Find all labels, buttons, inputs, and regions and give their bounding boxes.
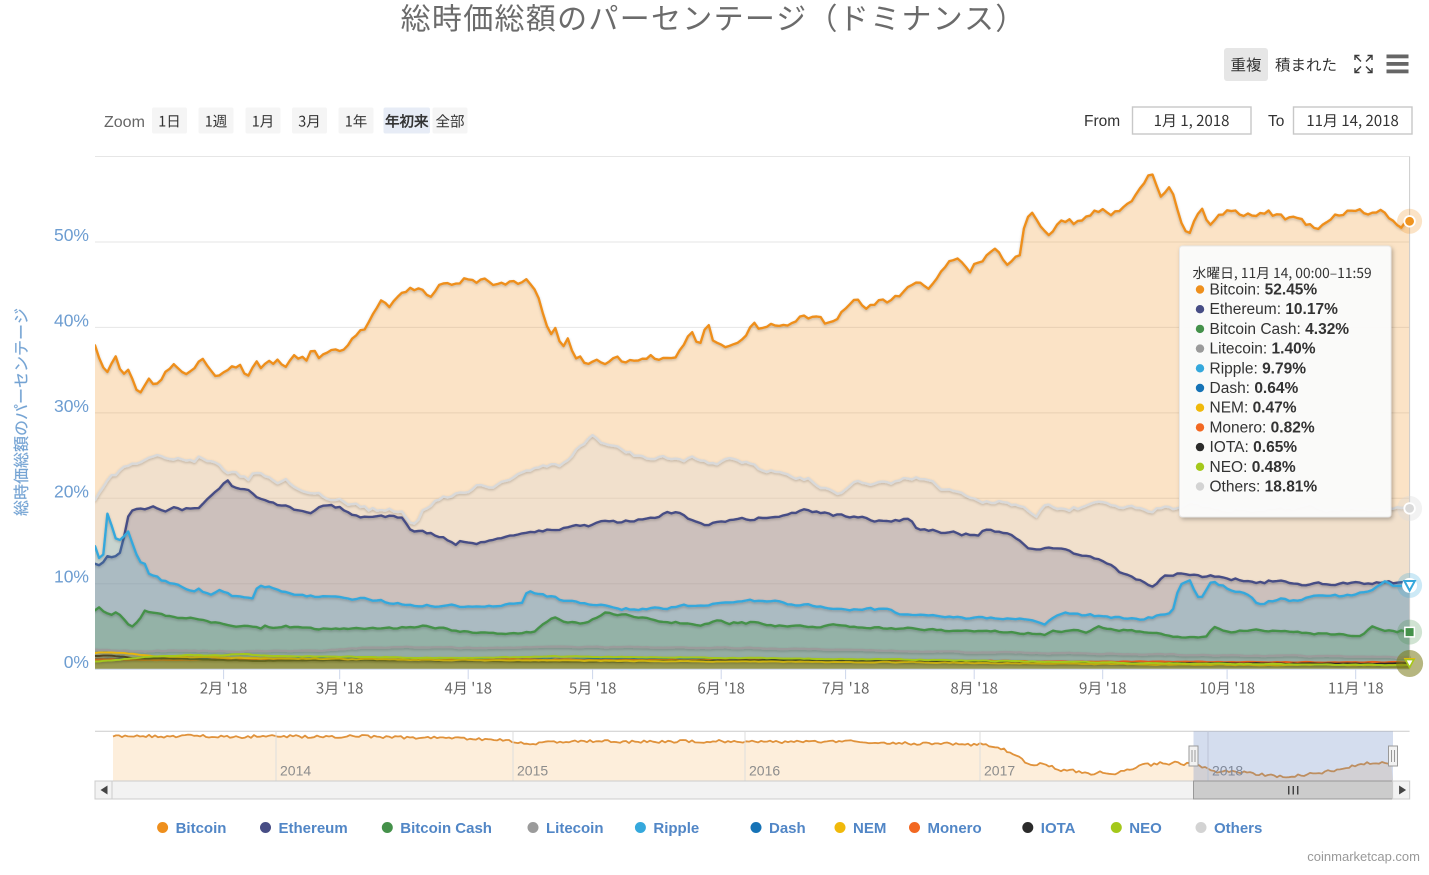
svg-text:Bitcoin Cash: Bitcoin Cash [400, 820, 492, 837]
svg-text:To: To [1268, 113, 1284, 130]
svg-text:30%: 30% [54, 396, 89, 416]
svg-text:NEO: NEO [1129, 820, 1162, 837]
svg-text:Ethereum: 10.17%: Ethereum: 10.17% [1210, 301, 1339, 318]
svg-text:Bitcoin: 52.45%: Bitcoin: 52.45% [1210, 282, 1318, 299]
svg-text:10%: 10% [54, 567, 89, 587]
svg-text:40%: 40% [54, 310, 89, 330]
svg-text:NEM: 0.47%: NEM: 0.47% [1210, 400, 1297, 417]
svg-text:Monero: Monero [928, 820, 982, 837]
svg-text:2018: 2018 [1212, 763, 1243, 779]
svg-text:2017: 2017 [984, 763, 1015, 779]
svg-text:IOTA: IOTA [1041, 820, 1076, 837]
svg-text:Dash: 0.64%: Dash: 0.64% [1210, 380, 1299, 397]
svg-text:Ripple: Ripple [653, 820, 699, 837]
svg-text:50%: 50% [54, 225, 89, 245]
svg-text:Dash: Dash [769, 820, 806, 837]
svg-text:IOTA: 0.65%: IOTA: 0.65% [1210, 439, 1298, 456]
svg-text:Litecoin: 1.40%: Litecoin: 1.40% [1210, 341, 1316, 358]
svg-text:Bitcoin Cash: 4.32%: Bitcoin Cash: 4.32% [1210, 321, 1350, 338]
svg-text:Ripple: 9.79%: Ripple: 9.79% [1210, 360, 1307, 377]
svg-text:From: From [1084, 113, 1120, 130]
svg-text:2015: 2015 [517, 763, 548, 779]
svg-text:2014: 2014 [280, 763, 311, 779]
svg-text:Monero: 0.82%: Monero: 0.82% [1210, 419, 1315, 436]
svg-text:Zoom: Zoom [104, 114, 145, 131]
svg-text:Ethereum: Ethereum [279, 820, 348, 837]
svg-text:NEM: NEM [853, 820, 886, 837]
svg-text:0%: 0% [64, 652, 89, 672]
svg-text:Others: 18.81%: Others: 18.81% [1210, 479, 1318, 496]
svg-text:Litecoin: Litecoin [546, 820, 604, 837]
svg-text:coinmarketcap.com: coinmarketcap.com [1307, 849, 1420, 864]
svg-text:2016: 2016 [749, 763, 780, 779]
svg-text:NEO: 0.48%: NEO: 0.48% [1210, 459, 1296, 476]
svg-text:Others: Others [1214, 820, 1262, 837]
svg-text:20%: 20% [54, 481, 89, 501]
svg-text:Bitcoin: Bitcoin [176, 820, 227, 837]
